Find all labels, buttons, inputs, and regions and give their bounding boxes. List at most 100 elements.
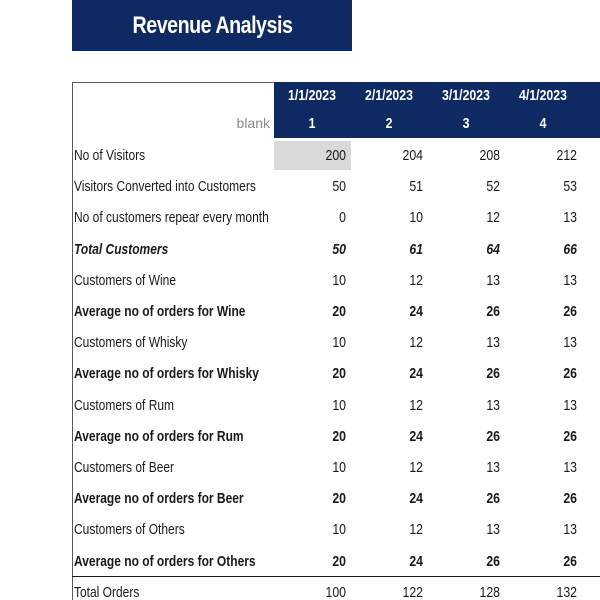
row-label: Total Orders: [74, 583, 140, 600]
table-cell[interactable]: 13: [563, 209, 577, 227]
table-cell[interactable]: 12: [486, 209, 500, 227]
table-cell[interactable]: 53: [563, 178, 577, 196]
row-label: Customers of Whisky: [74, 334, 188, 352]
table-cell[interactable]: 26: [486, 365, 500, 383]
table-cell[interactable]: 10: [332, 459, 346, 476]
row-label: Average no of orders for Wine: [74, 303, 246, 320]
table-cell[interactable]: 26: [563, 427, 577, 445]
table-cell[interactable]: 51: [409, 178, 423, 196]
table-cell[interactable]: 26: [486, 552, 500, 570]
column-date-header[interactable]: 3/1/2023: [442, 87, 490, 104]
row-label: Average no of orders for Beer: [74, 490, 244, 508]
row-label: No of customers repear every month: [74, 209, 269, 227]
column-number-header[interactable]: 2: [385, 115, 393, 132]
table-cell[interactable]: 52: [486, 178, 500, 196]
table-row: Total Customers 50 61 64 66: [72, 235, 600, 266]
row-label: Average no of orders for Rum: [74, 427, 244, 445]
row-label: Average no of orders for Whisky: [74, 365, 259, 383]
table-row: Average no of orders for Whisky 20 24 26 26: [72, 359, 600, 390]
table-cell[interactable]: 132: [556, 583, 577, 600]
column-date-header[interactable]: 4/1/2023: [519, 87, 567, 104]
row-label: Customers of Beer: [74, 459, 175, 476]
table-row: Average no of orders for Others 20 24 26 26: [72, 547, 600, 578]
table-cell[interactable]: 0: [339, 209, 346, 227]
table-cell[interactable]: 204: [402, 147, 423, 164]
table-cell[interactable]: 13: [563, 271, 577, 289]
table-cell[interactable]: 13: [486, 459, 500, 476]
table-cell[interactable]: 13: [486, 334, 500, 352]
table-row: No of customers repear every month 0 10 12 1…: [72, 203, 600, 234]
table-cell[interactable]: 10: [332, 334, 346, 352]
table-cell[interactable]: 100: [325, 583, 346, 600]
table-cell[interactable]: 24: [409, 365, 423, 383]
column-number-header[interactable]: 1: [308, 115, 316, 132]
table-cell[interactable]: 200: [325, 147, 346, 164]
table-cell[interactable]: 50: [332, 178, 346, 196]
column-date-header[interactable]: 2/1/2023: [365, 87, 413, 104]
table-cell[interactable]: 24: [409, 552, 423, 570]
table-cell[interactable]: 66: [563, 240, 577, 258]
table-cell[interactable]: 12: [409, 334, 423, 352]
page-title: Revenue Analysis: [132, 11, 292, 39]
table-cell[interactable]: 20: [332, 427, 346, 445]
row-label: Total Customers: [74, 240, 169, 258]
table-cell[interactable]: 10: [409, 209, 423, 227]
table-cell[interactable]: 10: [332, 271, 346, 289]
table-cell[interactable]: 20: [332, 303, 346, 320]
table-row: Average no of orders for Beer 20 24 26 26: [72, 484, 600, 515]
table-cell[interactable]: 26: [486, 490, 500, 508]
table-row: Customers of Wine 10 12 13 13: [72, 266, 600, 297]
table-row: Visitors Converted into Customers 50 51 52 5…: [72, 172, 600, 203]
table-row: Customers of Others 10 12 13 13: [72, 515, 600, 546]
table-cell[interactable]: 24: [409, 427, 423, 445]
row-label: No of Visitors: [74, 147, 146, 164]
table-cell[interactable]: 24: [409, 303, 423, 320]
table-cell[interactable]: 13: [563, 521, 577, 539]
table-row: Average no of orders for Wine 20 24 26 26: [72, 297, 600, 328]
title-banner: Revenue Analysis: [72, 0, 352, 51]
table-row: Customers of Rum 10 12 13 13: [72, 391, 600, 422]
table-cell[interactable]: 13: [486, 521, 500, 539]
table-cell[interactable]: 10: [332, 396, 346, 414]
row-label: Customers of Wine: [74, 271, 177, 289]
table-cell[interactable]: 212: [556, 147, 577, 164]
table-cell[interactable]: 26: [563, 490, 577, 508]
blank-label: blank: [236, 115, 270, 131]
table-cell[interactable]: 26: [486, 427, 500, 445]
table-cell[interactable]: 20: [332, 490, 346, 508]
table-cell[interactable]: 20: [332, 552, 346, 570]
table-cell[interactable]: 208: [479, 147, 500, 164]
total-separator-line: [72, 576, 600, 577]
table-cell[interactable]: 128: [479, 583, 500, 600]
table-cell[interactable]: 13: [486, 271, 500, 289]
table-cell[interactable]: 12: [409, 521, 423, 539]
table-cell[interactable]: 50: [332, 240, 346, 258]
table-cell[interactable]: 13: [563, 459, 577, 476]
table-cell[interactable]: 26: [486, 303, 500, 320]
table-cell[interactable]: 13: [563, 396, 577, 414]
row-label: Customers of Rum: [74, 396, 175, 414]
column-date-header[interactable]: 1/1/2023: [288, 87, 336, 104]
table-cell[interactable]: 12: [409, 459, 423, 476]
table-cell[interactable]: 13: [486, 396, 500, 414]
table-row: Customers of Whisky 10 12 13 13: [72, 328, 600, 359]
table-cell[interactable]: 13: [563, 334, 577, 352]
table-cell[interactable]: 26: [563, 303, 577, 320]
table-cell[interactable]: 26: [563, 552, 577, 570]
table-cell[interactable]: 122: [402, 583, 423, 600]
row-label: Customers of Others: [74, 521, 185, 539]
table-row: Customers of Beer 10 12 13 13: [72, 453, 600, 484]
column-number-header[interactable]: 3: [462, 115, 470, 132]
table-cell[interactable]: 61: [409, 240, 423, 258]
row-label: Visitors Converted into Customers: [74, 178, 256, 196]
table-cell[interactable]: 20: [332, 365, 346, 383]
table-cell[interactable]: 10: [332, 521, 346, 539]
table-cell[interactable]: 64: [486, 240, 500, 258]
table-row: No of Visitors 200 204 208 212: [72, 141, 600, 172]
table-cell[interactable]: 26: [563, 365, 577, 383]
table-cell[interactable]: 12: [409, 271, 423, 289]
table-cell[interactable]: 24: [409, 490, 423, 508]
table-cell[interactable]: 12: [409, 396, 423, 414]
column-number-header[interactable]: 4: [539, 115, 547, 132]
